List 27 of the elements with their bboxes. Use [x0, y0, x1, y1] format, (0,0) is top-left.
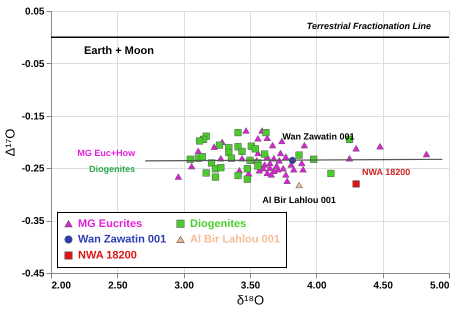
x-axis-title: δ¹⁸O: [236, 292, 264, 308]
y-tick-label: -0.25: [22, 164, 45, 175]
ref-line-label: Terrestrial Fractionation Line: [306, 21, 431, 32]
annotation: MG Euc+How: [77, 148, 136, 158]
legend-label: Wan Zawatin 001: [78, 234, 166, 246]
x-tick-label: 3.50: [240, 280, 261, 292]
y-tick-label: -0.15: [22, 111, 45, 122]
x-tick-label: 2.00: [52, 280, 72, 292]
x-tick-label: 4.50: [373, 280, 394, 292]
annotation: Earth + Moon: [84, 45, 154, 57]
x-tick-label: 4.00: [307, 280, 327, 292]
x-tick-label: 5.00: [430, 280, 450, 292]
legend-label: Al Bir Lahlou 001: [190, 234, 280, 246]
y-tick-label: -0.45: [22, 268, 45, 280]
legend-label: Diogenites: [190, 218, 246, 230]
y-tick-label: -0.05: [22, 58, 45, 70]
legend-label: MG Eucrites: [78, 218, 142, 230]
annotation: Diogenites: [89, 164, 136, 174]
annotation: Al Bir Lahlou 001: [262, 194, 336, 205]
y-tick-label: 0.05: [25, 6, 45, 18]
legend-label: NWA 18200: [78, 250, 137, 262]
annotation: Wan Zawatin 001: [282, 131, 355, 142]
y-axis-title: Δ¹⁷O: [2, 128, 18, 156]
annotation: NWA 18200: [362, 166, 410, 177]
x-tick-label: 2.50: [108, 280, 128, 292]
x-tick-label: 3.00: [174, 280, 194, 292]
y-tick-label: -0.35: [22, 216, 45, 228]
